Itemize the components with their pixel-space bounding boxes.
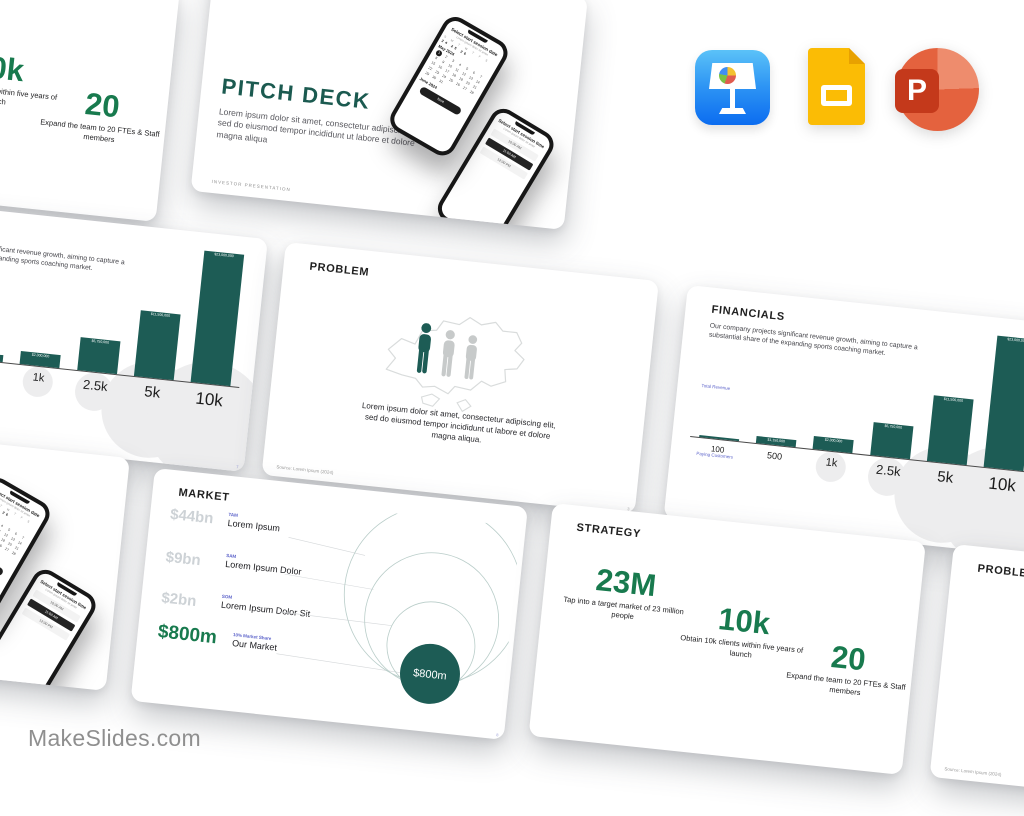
- page-number: 8: [495, 732, 499, 738]
- bar-value-label: $2,300,000: [824, 438, 843, 444]
- slide-cover: PITCH DECK Lorem ipsum dolor sit amet, c…: [190, 0, 588, 230]
- strategy-stat: 20 Expand the team to 20 FTEs & Staff me…: [37, 83, 166, 149]
- powerpoint-letter: P: [895, 69, 939, 113]
- x-tick-label: 5k: [143, 383, 162, 402]
- bar-value-label: $11,500,000: [150, 312, 171, 318]
- nested-circles-diagram: $800m: [276, 505, 521, 704]
- market-bubble-label: $800m: [413, 667, 448, 682]
- x-tick-label: 5k: [936, 468, 955, 487]
- gslides-frame: [821, 85, 852, 106]
- slide-strategy-partial: STRATEGY 23M Tap into a target market of…: [0, 0, 180, 222]
- bar-value-label: $2,300,000: [31, 353, 50, 359]
- x-tick-label: 500: [766, 450, 783, 462]
- x-tick-label: 2.5k: [875, 461, 902, 480]
- x-tick-label: 1k: [32, 371, 45, 385]
- stat-value: 10k: [0, 48, 26, 89]
- x-tick-label: 2.5k: [82, 376, 109, 395]
- slide-strategy: STRATEGY 23M Tap into a target market of…: [528, 503, 926, 775]
- bar-value-label: $23,000,000: [214, 252, 235, 259]
- strategy-stat: 23M Tap into a target market of 23 milli…: [556, 560, 693, 627]
- revenue-bar: $11,500,000: [133, 310, 181, 381]
- market-amount-som: $2bn: [160, 589, 198, 611]
- powerpoint-icon: P: [895, 47, 980, 132]
- slide-financials: FINANCIALS Our company projects signific…: [663, 285, 1024, 557]
- slide-title: STRATEGY: [575, 521, 642, 541]
- pie-chart-icon: [719, 67, 736, 84]
- slide-title: MARKET: [177, 486, 231, 504]
- market-amount-tam: $44bn: [169, 505, 215, 528]
- revenue-bar: $5,750,000: [869, 422, 914, 460]
- revenue-bar: $1,150,000: [0, 350, 4, 363]
- bar-value-label: $1,150,000: [767, 438, 786, 444]
- bar-value-label: $23,000,000: [1007, 337, 1024, 344]
- revenue-bar: $23,000,000: [983, 335, 1024, 472]
- slide-problem-partial: PROBLEM Source: Lorem Ipsum (2024): [929, 544, 1024, 816]
- person-icon: [441, 330, 455, 377]
- cover-footer: INVESTOR PRESENTATION: [211, 178, 291, 193]
- market-row-info: TAM Lorem Ipsum: [227, 512, 281, 533]
- market-amount-our: $800m: [156, 621, 218, 649]
- person-icon: [416, 323, 432, 374]
- page-number: 7: [235, 464, 239, 470]
- revenue-bar: $11,500,000: [926, 395, 974, 466]
- person-icon: [464, 335, 478, 380]
- template-showcase: STRATEGY 23M Tap into a target market of…: [0, 0, 1024, 778]
- slide-title: PROBLEM: [308, 260, 370, 279]
- keynote-stand: [730, 89, 735, 109]
- x-tick-label: 1k: [825, 456, 838, 470]
- slide-financials-partial: FINANCIALS Our company projects signific…: [0, 200, 268, 472]
- phone-mockup-time: Select start session time Lorem ipsum do…: [0, 564, 101, 691]
- google-slides-icon: [808, 48, 865, 125]
- source-note: Source: Lorem Ipsum (2024): [276, 464, 334, 476]
- people-icons: [416, 323, 478, 380]
- market-amount-sam: $9bn: [164, 548, 202, 570]
- revenue-bar: $23,000,000: [190, 250, 245, 387]
- x-tick-label: 10k: [194, 388, 224, 411]
- revenue-bar: $5,750,000: [76, 337, 121, 375]
- bar-value-label: $11,500,000: [943, 397, 964, 403]
- time-option-list: 10:00 AM 11:00 AM 12:00 PM: [478, 127, 541, 180]
- slide-title: PROBLEM: [976, 562, 1024, 581]
- keynote-icon: [695, 50, 770, 125]
- slide-problem: PROBLEM Lorem ipsum dolor sit amet, cons…: [261, 242, 659, 514]
- keynote-screen: [709, 63, 756, 89]
- x-tick-label: 10k: [987, 473, 1017, 496]
- revenue-bar-chart: 100$1,150,000500$2,300,0001k$5,750,0002.…: [0, 210, 254, 421]
- our-market-circle: [399, 643, 460, 704]
- time-option-list: 10:00 AM 11:00 AM 12:00 PM: [20, 588, 83, 641]
- map-outline-icon: [385, 317, 525, 413]
- slide-market: MARKET $44bn $9bn $2bn $800m TAM Lorem I…: [130, 468, 528, 740]
- strategy-stat: 20 Expand the team to 20 FTEs & Staff me…: [783, 636, 912, 702]
- slide-cover-partial: PITCH DECK Lorem ipsum dolor sit amet, c…: [0, 419, 130, 691]
- market-label: Lorem Ipsum: [227, 517, 281, 534]
- bar-value-label: $5,750,000: [91, 339, 109, 345]
- bar-value-label: $5,750,000: [884, 424, 902, 430]
- keynote-base: [719, 108, 746, 114]
- brand-link[interactable]: MakeSlides.com: [28, 725, 201, 751]
